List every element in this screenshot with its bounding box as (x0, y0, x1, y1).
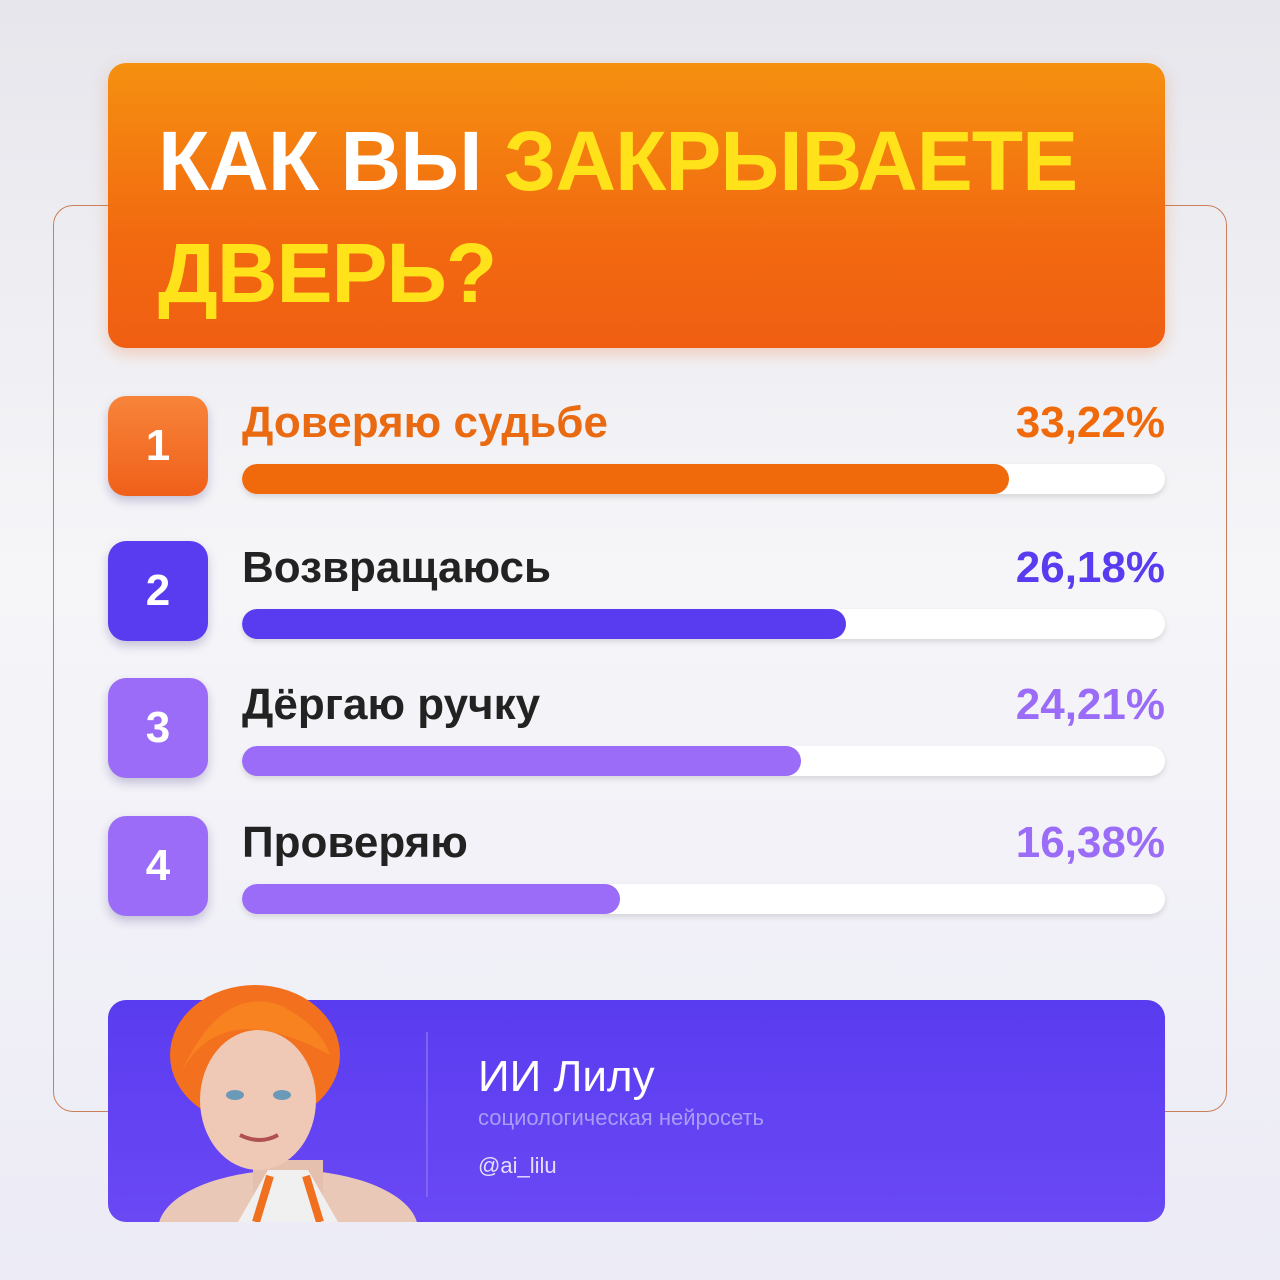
rank-badge: 4 (108, 816, 208, 916)
value-label: 26,18% (1015, 543, 1165, 592)
value-label: 33,22% (1015, 398, 1165, 447)
bar-track (242, 609, 1165, 639)
chart-title: КАК ВЫ ЗАКРЫВАЕТЕ ДВЕРЬ? (158, 105, 1158, 329)
category-label: Доверяю судьбе (242, 398, 608, 447)
title-part: КАК ВЫ (158, 114, 482, 208)
footer-subtitle: социологическая нейросеть (478, 1105, 765, 1130)
bar (242, 884, 620, 914)
avatar-head (170, 985, 340, 1170)
category-label: Возвращаюсь (242, 543, 551, 592)
title-part: ЗАКРЫВАЕТЕ (503, 114, 1078, 208)
bar-track (242, 884, 1165, 914)
rank-badge: 1 (108, 396, 208, 496)
category-label: Дёргаю ручку (242, 680, 541, 729)
bar (242, 609, 847, 639)
bar-track (242, 464, 1165, 494)
rank-badge: 2 (108, 541, 208, 641)
footer-name: ИИ Лилу (478, 1052, 655, 1101)
bar (242, 746, 801, 776)
bar-track (242, 746, 1165, 776)
rank-badge: 3 (108, 678, 208, 778)
bar (242, 464, 1009, 494)
footer-handle: @ai_lilu (478, 1153, 557, 1178)
divider (426, 1032, 428, 1197)
value-label: 24,21% (1015, 680, 1165, 729)
title-part: ДВЕРЬ? (158, 226, 497, 320)
category-label: Проверяю (242, 818, 468, 867)
value-label: 16,38% (1015, 818, 1165, 867)
header (108, 63, 1165, 348)
avatar (159, 1160, 417, 1222)
